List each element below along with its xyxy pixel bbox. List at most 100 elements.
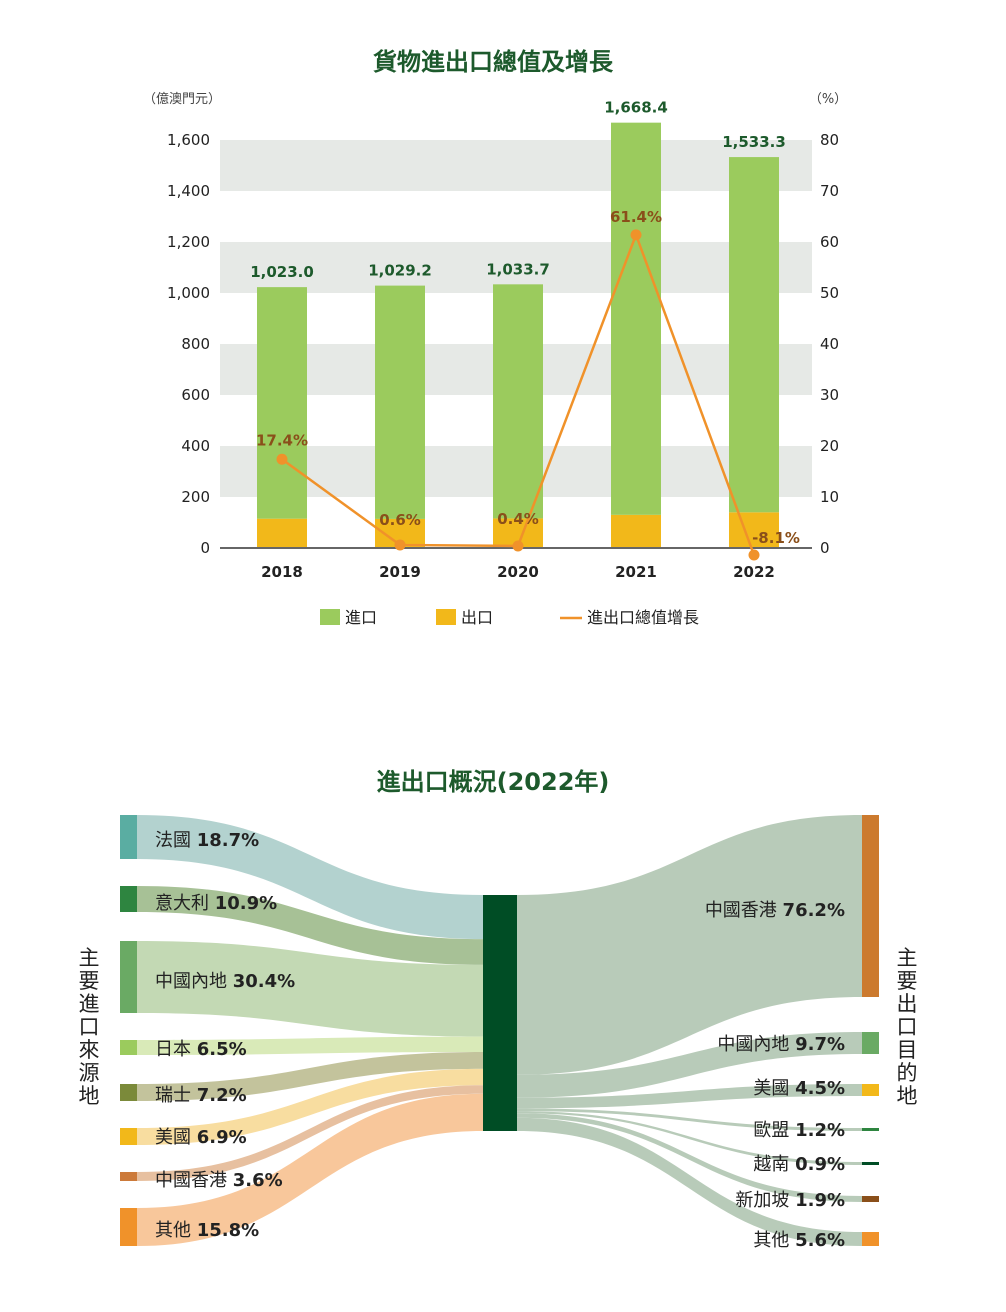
legend-swatch xyxy=(320,609,340,625)
y-tick-label: 1,000 xyxy=(167,284,210,302)
vertical-label-char: 口 xyxy=(897,1015,918,1039)
y-tick-label: 1,600 xyxy=(167,131,210,149)
bar-import xyxy=(493,284,543,519)
x-axis-ticks: 2018 2019 2020 2021 2022 xyxy=(261,563,775,581)
source-label: 瑞士 7.2% xyxy=(155,1085,247,1106)
y-tick-label: 800 xyxy=(181,335,210,353)
source-node xyxy=(120,941,137,1013)
bar-import xyxy=(611,122,661,515)
growth-label: 61.4% xyxy=(610,208,662,226)
flow-source xyxy=(137,1036,483,1055)
destination-node xyxy=(862,1232,879,1246)
flow-destination xyxy=(517,1113,862,1202)
vertical-label-char: 的 xyxy=(897,1061,918,1085)
bar-total-label: 1,033.7 xyxy=(486,260,550,278)
bar-import xyxy=(375,285,425,519)
bar-export xyxy=(729,512,779,548)
y-right-tick-label: 10 xyxy=(820,488,839,506)
vertical-label-char: 主 xyxy=(897,946,918,970)
source-node xyxy=(120,1040,137,1055)
vertical-label-char: 來 xyxy=(79,1038,100,1062)
bar-export xyxy=(257,518,307,548)
source-label: 中國內地 30.4% xyxy=(155,971,295,992)
y-right-tick-label: 20 xyxy=(820,437,839,455)
growth-label: -8.1% xyxy=(752,529,800,547)
vertical-label-char: 源 xyxy=(79,1061,100,1085)
growth-point xyxy=(394,539,406,551)
x-tick-label: 2022 xyxy=(733,563,775,581)
vertical-label-char: 進 xyxy=(79,992,100,1016)
destination-label: 中國香港 76.2% xyxy=(705,900,845,921)
flow-destination xyxy=(517,815,862,1075)
growth-label: 0.4% xyxy=(497,510,539,528)
value-labels: 1,023.0 1,029.2 1,033.7 1,668.4 1,533.3 17.4%… xyxy=(250,99,800,547)
vertical-label-char: 地 xyxy=(79,1084,100,1108)
growth-point xyxy=(630,229,642,241)
flow-destination xyxy=(517,1032,862,1098)
legend-label: 進口 xyxy=(345,608,377,627)
growth-line xyxy=(276,229,760,561)
vertical-label-char: 主 xyxy=(79,946,100,970)
flow-destination xyxy=(517,1108,862,1131)
y-right-tick-label: 70 xyxy=(820,182,839,200)
x-tick-label: 2021 xyxy=(615,563,657,581)
flow-source xyxy=(137,886,483,965)
bar-total-label: 1,533.3 xyxy=(722,133,786,151)
flow-source xyxy=(137,1093,483,1246)
source-label: 中國香港 3.6% xyxy=(155,1170,283,1191)
destination-node xyxy=(862,815,879,997)
bar-total-label: 1,668.4 xyxy=(604,99,668,117)
y-right-tick-label: 40 xyxy=(820,335,839,353)
legend: 進口 出口 進出口總值增長 xyxy=(320,608,699,627)
legend-label: 出口 xyxy=(461,608,493,627)
y-right-tick-label: 80 xyxy=(820,131,839,149)
source-label: 其他 15.8% xyxy=(155,1220,259,1241)
growth-label: 0.6% xyxy=(379,511,421,529)
destination-node xyxy=(862,1084,879,1096)
grid-band xyxy=(220,140,812,191)
y-tick-label: 1,200 xyxy=(167,233,210,251)
sankey-hub xyxy=(483,895,517,1131)
source-node xyxy=(120,1172,137,1181)
destination-label: 其他 5.6% xyxy=(753,1230,845,1251)
bars xyxy=(257,122,779,548)
x-tick-label: 2018 xyxy=(261,563,303,581)
destination-node xyxy=(862,1128,879,1131)
legend-label: 進出口總值增長 xyxy=(587,608,699,627)
bar-import xyxy=(729,157,779,513)
y-right-tick-label: 30 xyxy=(820,386,839,404)
vertical-label-char: 口 xyxy=(79,1015,100,1039)
y-tick-label: 1,400 xyxy=(167,182,210,200)
y-tick-label: 200 xyxy=(181,488,210,506)
source-label: 意大利 10.9% xyxy=(155,893,277,914)
y-axis-right-ticks: 0 10 20 30 40 50 60 70 80 xyxy=(820,131,839,557)
growth-point xyxy=(512,540,524,552)
flow-source xyxy=(137,815,483,940)
destination-node xyxy=(862,1162,879,1165)
growth-label: 17.4% xyxy=(256,431,308,449)
bar-total-label: 1,029.2 xyxy=(368,262,432,280)
flow-destination xyxy=(517,1117,862,1246)
destination-node xyxy=(862,1032,879,1054)
flow-source xyxy=(137,1068,483,1145)
vertical-label-char: 出 xyxy=(897,992,918,1016)
flow-source xyxy=(137,1051,483,1101)
destination-label: 歐盟 1.2% xyxy=(753,1120,845,1141)
destination-label: 美國 4.5% xyxy=(753,1078,845,1099)
source-label: 法國 18.7% xyxy=(155,830,259,851)
destination-label: 新加坡 1.9% xyxy=(735,1190,845,1211)
bar-total-label: 1,023.0 xyxy=(250,263,314,281)
y-right-tick-label: 0 xyxy=(820,539,830,557)
destination-label: 中國內地 9.7% xyxy=(717,1034,845,1055)
x-tick-label: 2019 xyxy=(379,563,421,581)
source-label: 日本 6.5% xyxy=(155,1039,247,1060)
bar-export xyxy=(611,514,661,548)
vertical-label-char: 要 xyxy=(79,969,100,993)
growth-point xyxy=(748,549,760,561)
sankey-flows xyxy=(137,815,862,1246)
x-tick-label: 2020 xyxy=(497,563,539,581)
legend-swatch xyxy=(436,609,456,625)
flow-destination xyxy=(517,1111,862,1165)
